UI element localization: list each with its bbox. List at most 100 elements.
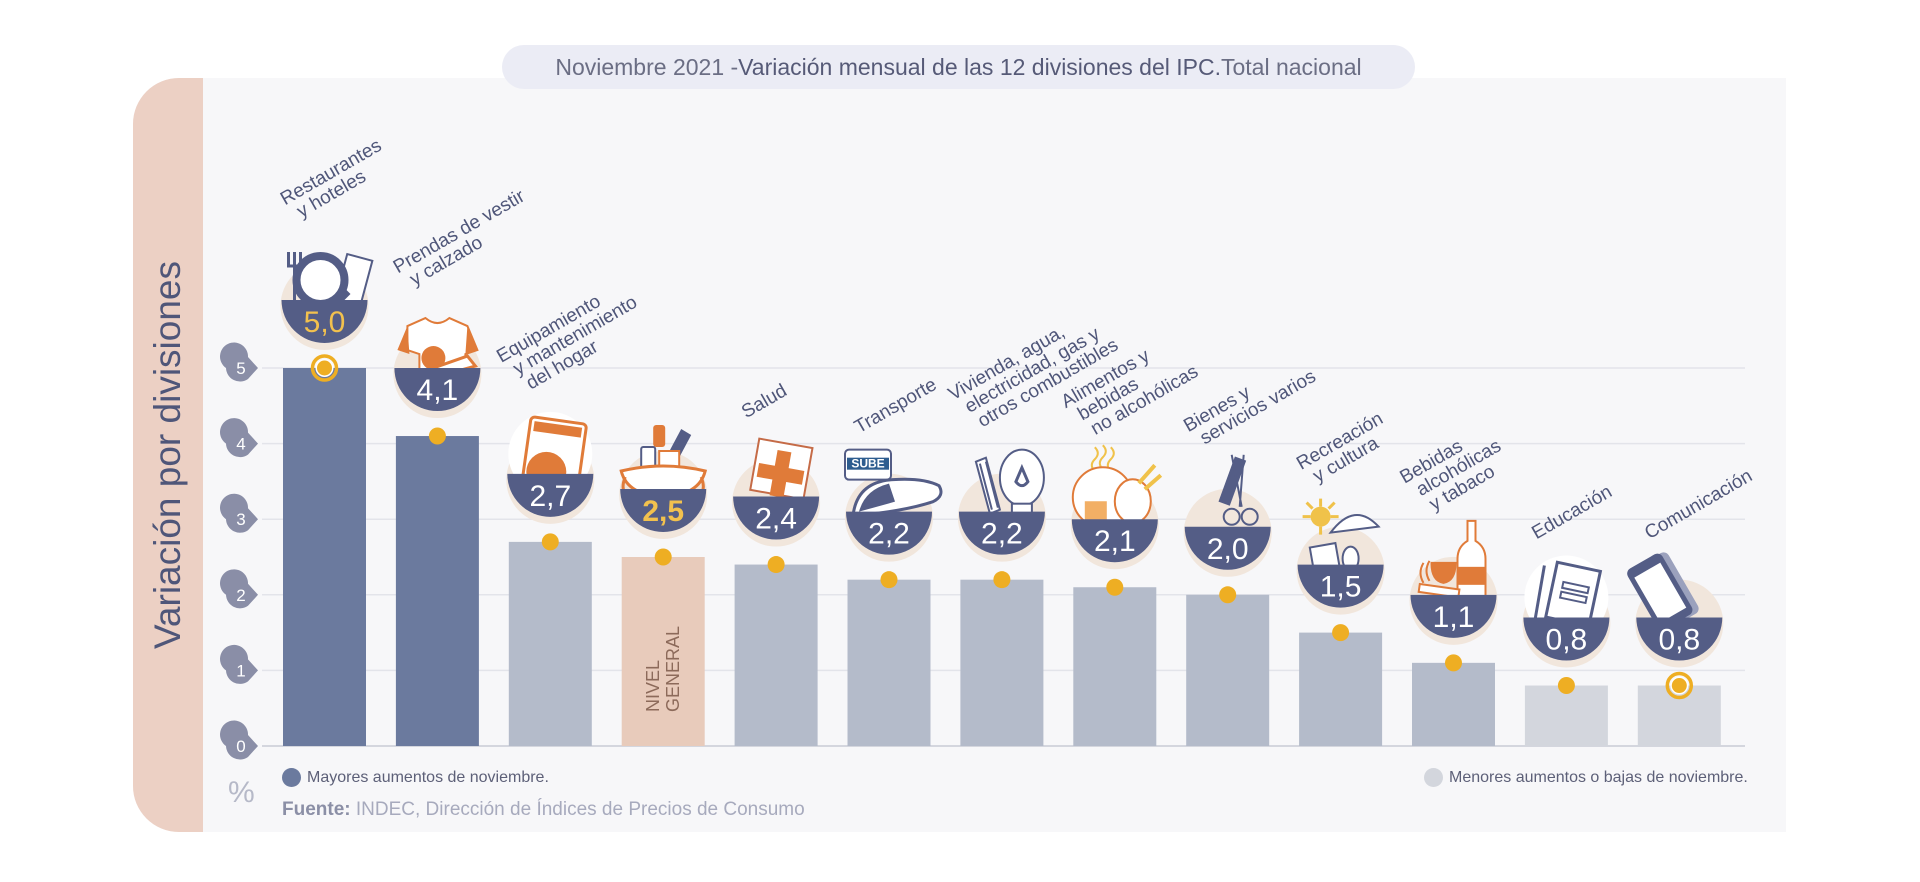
marker-1 <box>428 427 446 445</box>
category-label-11: Educación <box>1528 481 1615 544</box>
tick-badge <box>220 720 258 760</box>
category-label-line: Educación <box>1528 481 1615 544</box>
bar-6 <box>960 579 1044 746</box>
car-sube-icon: SUBE <box>844 448 943 518</box>
division-badge-6: 2,2 <box>957 448 1046 562</box>
bar-4 <box>734 564 818 746</box>
marker-10 <box>1445 654 1462 672</box>
value-label-11: 0,8 <box>1546 624 1588 657</box>
category-label-line: Comunicación <box>1641 465 1756 543</box>
marker-ring-12 <box>1665 671 1694 700</box>
legend-high-swatch <box>282 768 301 787</box>
bar-9 <box>1299 632 1383 746</box>
marker-0 <box>317 360 332 376</box>
value-label-12: 0,8 <box>1658 624 1700 657</box>
legend-high: Mayores aumentos de noviembre. <box>282 768 549 787</box>
sube-card-text: SUBE <box>851 457 884 471</box>
y-tick-2: 2 <box>220 569 258 609</box>
bar-3 <box>621 557 705 746</box>
marker-11 <box>1557 677 1575 695</box>
value-label-0: 5,0 <box>304 306 346 339</box>
value-label-2: 2,7 <box>529 480 571 513</box>
division-badge-1: 4,1 <box>393 316 482 419</box>
division-badge-5: SUBE 2,2 <box>844 448 943 562</box>
y-tick-5: 5 <box>220 342 258 382</box>
value-label-4: 2,4 <box>755 503 797 536</box>
tick-badge <box>220 342 258 382</box>
value-label-7: 2,1 <box>1094 525 1136 558</box>
bar-11 <box>1524 685 1608 746</box>
value-label-8: 2,0 <box>1207 533 1249 566</box>
category-label-line: Transporte <box>851 374 940 438</box>
tick-badge <box>220 418 258 458</box>
division-badge-12: 0,8 <box>1627 552 1724 668</box>
source-note: Fuente: INDEC, Dirección de Índices de P… <box>282 799 805 821</box>
marker-12 <box>1671 678 1687 694</box>
tick-label: 3 <box>236 510 245 529</box>
title-main: Variación mensual de las 12 divisiones d… <box>738 53 1221 80</box>
division-badge-7: 2,1 <box>1070 444 1163 570</box>
legend-high-text: Mayores aumentos de noviembre. <box>307 768 549 786</box>
y-tick-1: 1 <box>220 644 258 684</box>
division-badge-8: 2,0 <box>1183 454 1272 577</box>
value-label-10: 1,1 <box>1433 601 1475 634</box>
tick-label: 2 <box>236 586 245 605</box>
tick-label: 4 <box>236 435 245 454</box>
tick-badge <box>220 569 258 609</box>
wine-tobacco-icon <box>1417 519 1487 602</box>
comb-scissors-icon <box>1218 454 1259 526</box>
division-badge-10: 1,1 <box>1409 519 1498 645</box>
category-label-line: Salud <box>738 380 791 422</box>
division-badge-0: 5,0 <box>280 252 374 350</box>
badge-pot <box>620 489 707 532</box>
bar-0 <box>283 368 366 746</box>
general-bar-label-line: NIVEL <box>643 660 663 712</box>
badge-pot <box>507 473 594 517</box>
bar-layer <box>283 354 1721 746</box>
value-label-3: 2,5 <box>642 495 684 528</box>
general-bar-label: NIVEL GENERAL <box>643 626 683 712</box>
tick-label: 0 <box>236 737 245 756</box>
bar-2 <box>508 541 592 746</box>
unit-label: % <box>228 776 255 809</box>
title-prefix: Noviembre 2021 - <box>555 53 739 80</box>
value-label-5: 2,2 <box>868 518 910 551</box>
marker-9 <box>1332 624 1350 642</box>
badge-pot <box>1297 564 1384 608</box>
tick-label: 1 <box>236 661 245 680</box>
icon-layer: 5,0 4,1 2,7 2,5 2,4 SUBE 2,2 2,2 2,1 2,0 1,5 1,1 0,8… <box>280 252 1724 668</box>
legend-low-text: Menores aumentos o bajas de noviembre. <box>1449 768 1748 786</box>
bulb-key-icon <box>974 448 1045 519</box>
marker-6 <box>993 571 1011 589</box>
marker-8 <box>1219 586 1237 604</box>
marker-5 <box>880 571 898 589</box>
bar-1 <box>395 436 479 746</box>
badge-pot <box>846 511 932 555</box>
badge-pot <box>733 496 820 540</box>
division-badge-3: 2,5 <box>619 425 708 539</box>
y-tick-0: 0 <box>220 720 258 760</box>
bar-10 <box>1412 662 1495 746</box>
marker-ring-0 <box>310 354 339 382</box>
badge-pot <box>1410 594 1497 638</box>
badge-pot <box>1523 617 1610 661</box>
category-label-12: Comunicación <box>1641 465 1756 543</box>
source-text: INDEC, Dirección de Índices de Precios d… <box>350 799 805 820</box>
badge-pot <box>958 511 1045 555</box>
marker-4 <box>767 556 785 574</box>
bar-5 <box>847 579 931 746</box>
marker-3 <box>654 548 672 566</box>
title-suffix: Total nacional <box>1221 53 1362 80</box>
bar-12 <box>1637 685 1721 746</box>
food-icon <box>1071 444 1163 529</box>
marker-2 <box>541 533 559 551</box>
badge-pot <box>1184 526 1271 570</box>
category-label-5: Transporte <box>851 374 940 438</box>
value-label-6: 2,2 <box>981 518 1023 551</box>
